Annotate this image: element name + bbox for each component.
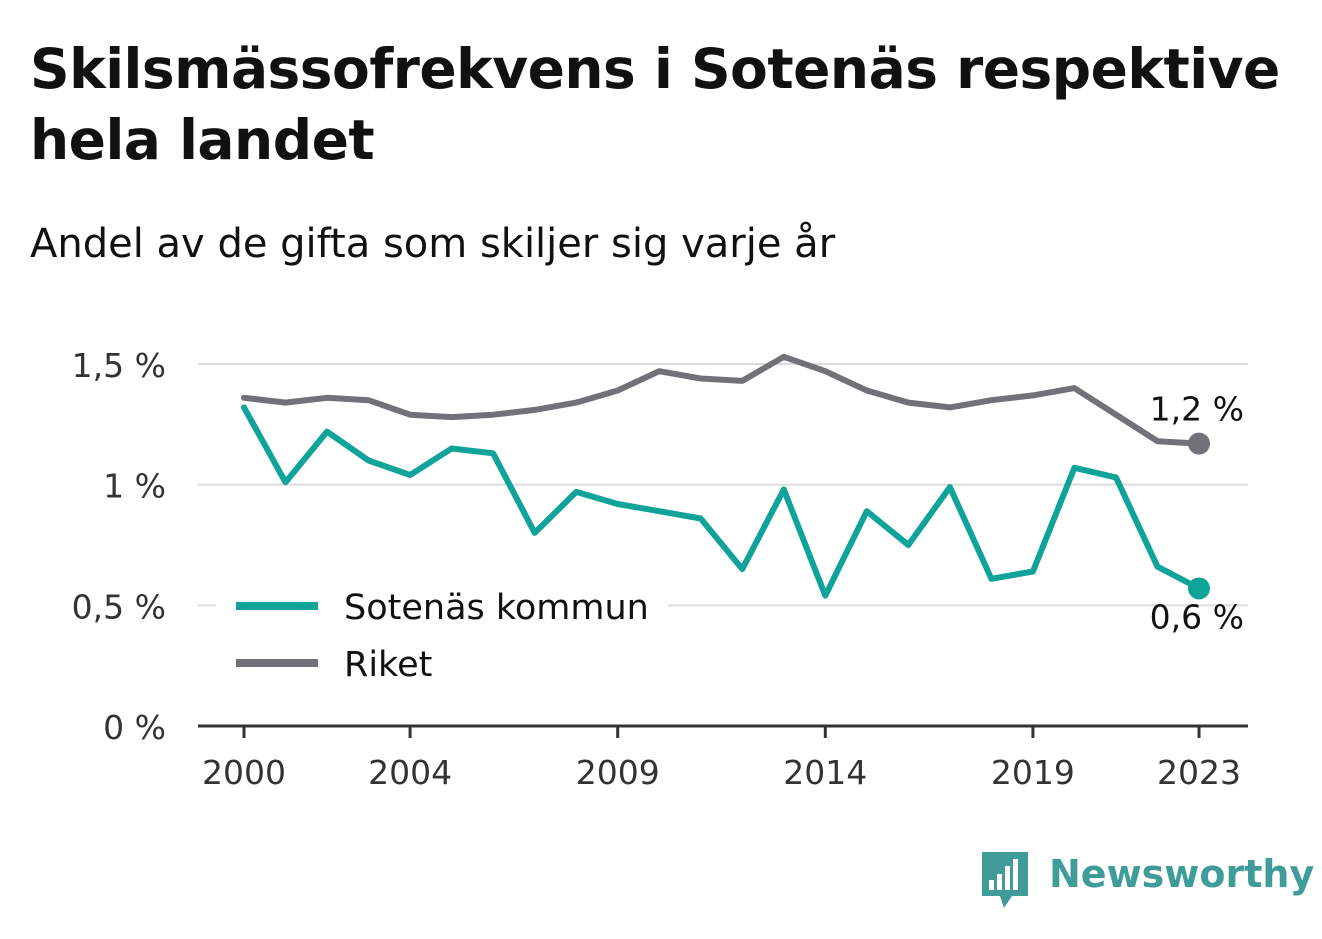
- legend-label: Sotenäs kommun: [344, 588, 649, 628]
- newsworthy-logo: Newsworthy: [980, 848, 1314, 912]
- brand-name: Newsworthy: [1049, 852, 1315, 896]
- legend-background: [216, 578, 668, 690]
- end-point: [1188, 577, 1210, 600]
- y-tick-label: 0 %: [103, 708, 166, 747]
- y-axis-ticks: 0 % 0,5 % 1 % 1,5 %: [72, 346, 166, 747]
- y-tick-label: 0,5 %: [72, 587, 166, 626]
- legend: Sotenäs kommun Riket: [216, 578, 668, 690]
- x-tick-label: 2000: [202, 753, 286, 792]
- series-line: [241, 353, 1202, 447]
- end-value-label: 1,2 %: [1150, 390, 1244, 429]
- end-point: [1188, 432, 1210, 455]
- x-tick-label: 2009: [576, 753, 660, 792]
- x-tick-label: 2014: [783, 753, 867, 792]
- end-value-label: 0,6 %: [1150, 597, 1244, 636]
- end-labels: 0,6 % 1,2 %: [1150, 390, 1244, 637]
- chart-title: Skilsmässofrekvens i Sotenäs respektive …: [30, 37, 1280, 172]
- x-axis: 2000 2004 2009 2014 2019 2023: [198, 724, 1248, 792]
- x-tick-label: 2004: [368, 753, 452, 792]
- series-lines: [241, 353, 1202, 599]
- x-tick-label: 2023: [1157, 753, 1241, 792]
- legend-label: Riket: [344, 645, 432, 685]
- y-tick-label: 1,5 %: [72, 346, 166, 385]
- y-tick-label: 1 %: [103, 467, 166, 506]
- series-line: [241, 404, 1202, 599]
- x-tick-label: 2019: [991, 753, 1075, 792]
- newsworthy-logo-icon: [982, 852, 1028, 908]
- chart-subtitle: Andel av de gifta som skiljer sig varje …: [30, 221, 836, 267]
